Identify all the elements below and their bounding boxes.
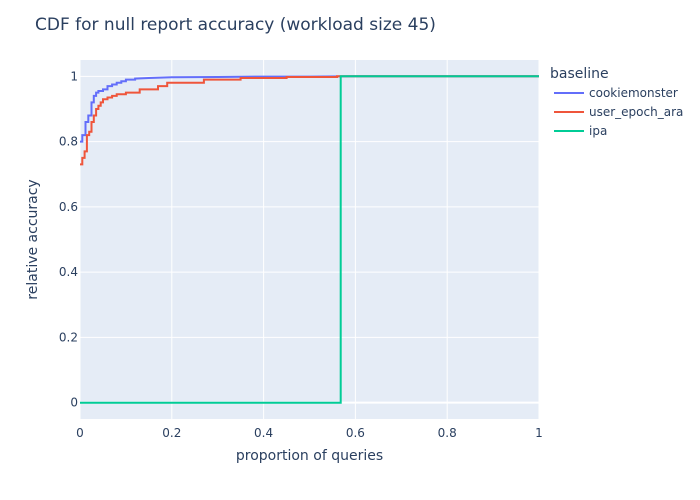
series-lines xyxy=(80,75,539,404)
legend-item-cookiemonster[interactable]: cookiemonster xyxy=(554,86,678,100)
y-tick-label: 0.2 xyxy=(59,330,78,344)
y-tick-label: 0 xyxy=(70,396,78,410)
series-line-cookiemonster xyxy=(80,75,539,143)
y-tick-label: 0.8 xyxy=(59,135,78,149)
y-axis-title: relative accuracy xyxy=(25,179,41,299)
legend-title: baseline xyxy=(550,66,609,82)
x-axis-title: proportion of queries xyxy=(236,448,383,464)
y-tick-label: 0.6 xyxy=(59,200,78,214)
series-line-user-epoch-ara xyxy=(80,75,539,166)
plot-area xyxy=(80,60,539,419)
x-tick-label: 0.8 xyxy=(438,426,457,440)
x-tick-label: 0 xyxy=(76,426,84,440)
series-line-ipa xyxy=(80,75,539,404)
x-tick-label: 0.4 xyxy=(254,426,273,440)
y-tick-label: 0.4 xyxy=(59,265,78,279)
legend-item-user-epoch-ara[interactable]: user_epoch_ara xyxy=(554,105,683,119)
x-tick-label: 1 xyxy=(535,426,543,440)
y-tick-label: 1 xyxy=(70,69,78,83)
legend-label: ipa xyxy=(589,124,607,138)
axis-ticks: 0 0.2 0.4 0.6 0.8 1 0 0.2 0.4 0.6 0.8 1 xyxy=(59,69,543,440)
chart-title: CDF for null report accuracy (workload s… xyxy=(35,15,436,35)
x-tick-label: 0.6 xyxy=(346,426,365,440)
x-tick-label: 0.2 xyxy=(162,426,181,440)
legend-label: user_epoch_ara xyxy=(589,105,683,119)
legend-item-ipa[interactable]: ipa xyxy=(554,124,607,138)
legend-label: cookiemonster xyxy=(589,86,678,100)
